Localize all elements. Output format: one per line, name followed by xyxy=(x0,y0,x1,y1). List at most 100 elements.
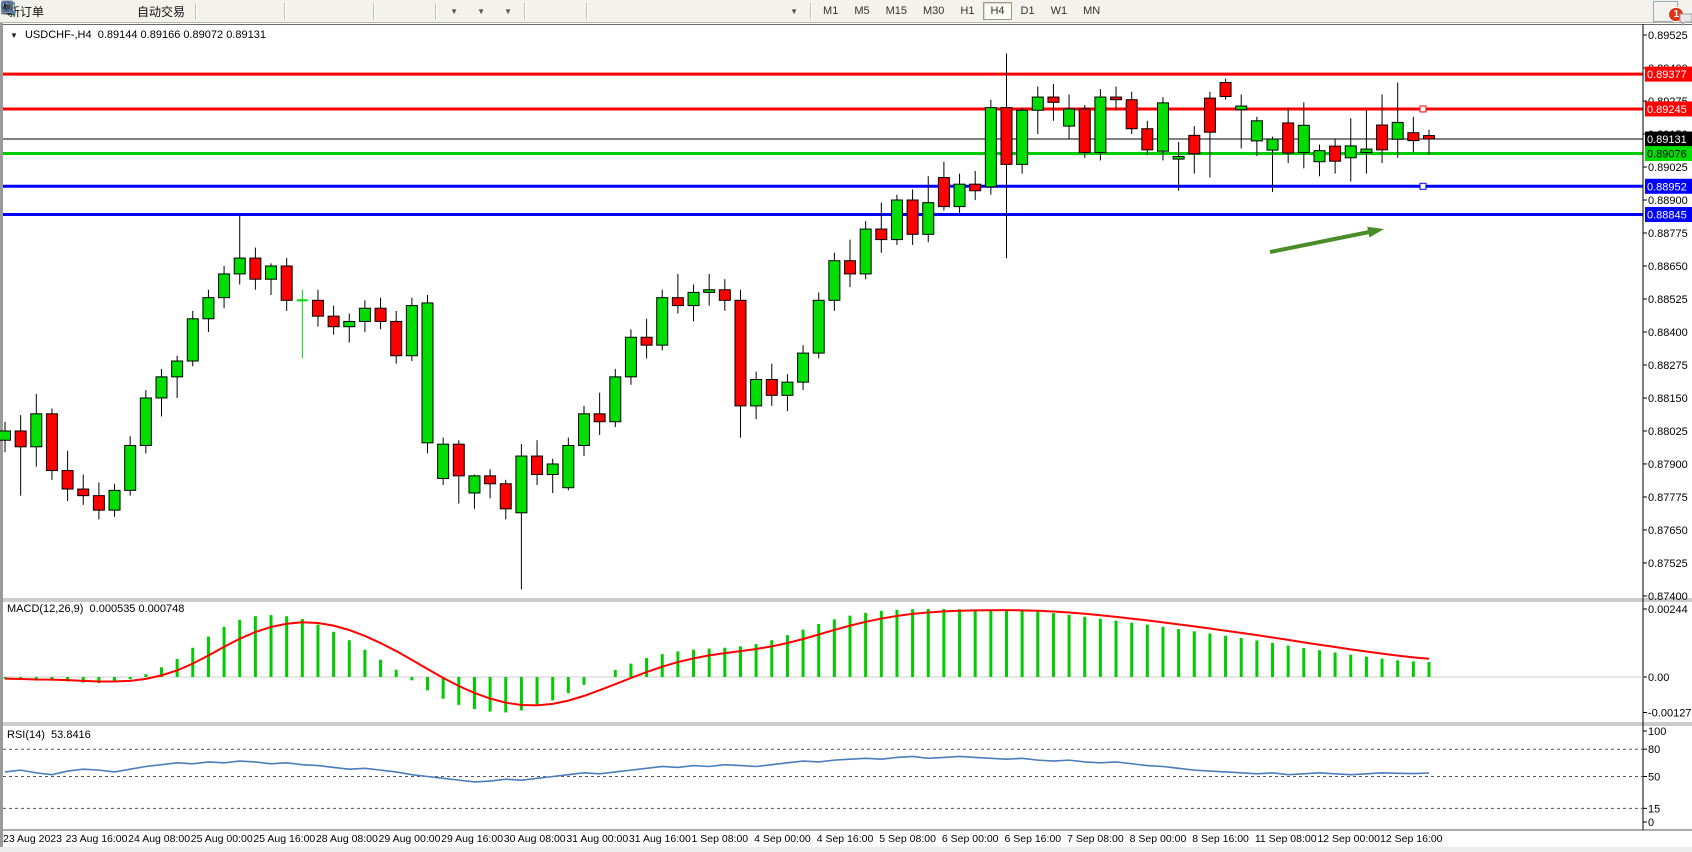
candle-bear xyxy=(280,265,293,301)
chart-title-bar[interactable]: ▼ USDCHF-,H4 0.89144 0.89166 0.89072 0.8… xyxy=(10,29,266,41)
candle-bull xyxy=(358,307,371,322)
candle-bull xyxy=(468,475,481,494)
tf-button-h1[interactable]: H1 xyxy=(960,5,975,17)
cursor-tool-button[interactable] xyxy=(4,1,555,22)
candle-bear xyxy=(875,228,888,241)
price-tick-label: 0.88650 xyxy=(1648,261,1688,273)
auto-scroll-button[interactable] xyxy=(3,1,404,22)
zoom-out-button[interactable] xyxy=(1,1,342,22)
candle-bull xyxy=(656,297,669,346)
new-chart-button[interactable]: ▼ xyxy=(1,1,466,22)
zoom-in-button[interactable] xyxy=(1,1,315,22)
candle-bull xyxy=(922,202,935,235)
tf-button-m1[interactable]: M1 xyxy=(823,5,839,17)
line-chart-type-button[interactable] xyxy=(1,1,280,22)
tf-button-m5[interactable]: M5 xyxy=(854,5,870,17)
auto-trading-button[interactable]: 自动交易 xyxy=(1,1,191,22)
channel-tool[interactable]: E xyxy=(1,1,698,22)
price-level-badge-text: 0.88952 xyxy=(1647,181,1687,193)
horizontal-line-tool[interactable] xyxy=(2,1,644,22)
history-center-button[interactable] xyxy=(1,1,77,22)
shapes-tool[interactable]: ▼ xyxy=(2,1,806,22)
time-axis-label: 12 Sep 16:00 xyxy=(1380,833,1443,845)
svg-text:A: A xyxy=(4,1,13,15)
rsi-tick-label: 100 xyxy=(1648,726,1666,738)
macd-name: MACD(12,26,9) xyxy=(7,603,84,615)
candle-bull xyxy=(218,273,231,299)
candle-bull xyxy=(1016,109,1029,165)
tf-button-m15[interactable]: M15 xyxy=(885,5,907,17)
fibonacci-tool[interactable]: F xyxy=(2,1,725,22)
chat-icon xyxy=(1679,13,1692,27)
indicators-button[interactable]: ▼ xyxy=(1,1,520,22)
candle-bull xyxy=(1250,120,1263,142)
candle-bear xyxy=(327,315,340,328)
publish-button[interactable] xyxy=(1,1,104,22)
time-axis-label: 23 Aug 16:00 xyxy=(66,833,128,845)
macd-indicator-label: MACD(12,26,9) 0.000535 0.000748 xyxy=(7,603,184,615)
tf-button-w1[interactable]: W1 xyxy=(1050,5,1068,17)
crosshair-tool-button[interactable] xyxy=(1,1,582,22)
candle-bull xyxy=(624,336,637,378)
candle-bull xyxy=(1313,150,1326,163)
text-icon: A xyxy=(4,1,13,15)
time-axis-label: 6 Sep 00:00 xyxy=(942,833,999,845)
candle-bull xyxy=(984,107,997,188)
svg-text:F: F xyxy=(10,11,14,16)
candle-bull xyxy=(265,265,278,280)
candle-bear xyxy=(1141,128,1154,151)
tile-windows-button[interactable] xyxy=(2,1,369,22)
tf-button-m30[interactable]: M30 xyxy=(923,5,945,17)
macd-tick-label: 0.00244 xyxy=(1648,604,1688,616)
toolbar-separator xyxy=(524,2,527,20)
candle-bull xyxy=(703,289,716,293)
trend-arrow-head[interactable] xyxy=(1367,226,1384,238)
hline-handle[interactable] xyxy=(1419,105,1427,113)
text-tool[interactable]: A xyxy=(4,1,752,22)
candlestick-chart-type-button[interactable] xyxy=(2,1,253,22)
tf-button-d1[interactable]: D1 xyxy=(1020,5,1035,17)
candle-bull xyxy=(1391,121,1404,140)
price-tick-label: 0.87525 xyxy=(1648,558,1688,570)
hline-handle[interactable] xyxy=(1419,182,1427,190)
periods-button[interactable]: ▼ xyxy=(1,1,493,22)
tf-button-h4[interactable]: H4 xyxy=(983,2,1012,20)
candle-bull xyxy=(202,297,215,320)
candle-bear xyxy=(1188,134,1201,155)
text-label-tool[interactable]: T xyxy=(2,1,779,22)
candle-bear xyxy=(1329,145,1342,162)
candle-bull xyxy=(437,443,450,479)
candle-bull xyxy=(750,378,763,407)
candle-bull xyxy=(155,376,168,399)
time-axis-label: 8 Sep 00:00 xyxy=(1130,833,1187,845)
timeframe-group: M1 M5 M15 M30 H1 H4 D1 W1 MN xyxy=(816,2,1107,20)
candle-bear xyxy=(374,307,387,322)
bar-chart-type-button[interactable] xyxy=(2,1,226,22)
candle-bear xyxy=(844,260,857,275)
time-axis-label: 8 Sep 16:00 xyxy=(1192,833,1249,845)
rsi-tick-label: 50 xyxy=(1648,771,1660,783)
tf-button-mn[interactable]: MN xyxy=(1083,5,1101,17)
candle-bull xyxy=(953,183,966,208)
chart-shift-button[interactable] xyxy=(3,1,431,22)
trend-arrow-line[interactable] xyxy=(1269,229,1375,254)
price-level-badge-text: 0.89377 xyxy=(1647,69,1687,81)
candle-bull xyxy=(546,463,559,476)
trendline-tool[interactable] xyxy=(2,1,671,22)
candle-bear xyxy=(249,257,262,280)
candle-bear xyxy=(1047,96,1060,103)
chart-ohlc-values: 0.89144 0.89166 0.89072 0.89131 xyxy=(97,29,266,41)
vertical-line-tool[interactable] xyxy=(7,1,617,22)
new-order-label: 新订单 xyxy=(8,4,45,19)
price-tick-label: 0.88275 xyxy=(1648,360,1688,372)
candle-bull xyxy=(1063,108,1076,127)
signals-button[interactable] xyxy=(1,1,131,22)
time-axis-label: 28 Aug 08:00 xyxy=(316,833,378,845)
macd-signal-line xyxy=(4,609,1430,707)
svg-text:T: T xyxy=(6,3,12,13)
time-axis-label: 29 Aug 00:00 xyxy=(379,833,441,845)
candle-bear xyxy=(1407,132,1420,142)
collapse-trade-panel-icon[interactable]: ▼ xyxy=(10,31,18,40)
time-axis-label: 23 Aug 2023 xyxy=(3,833,62,845)
